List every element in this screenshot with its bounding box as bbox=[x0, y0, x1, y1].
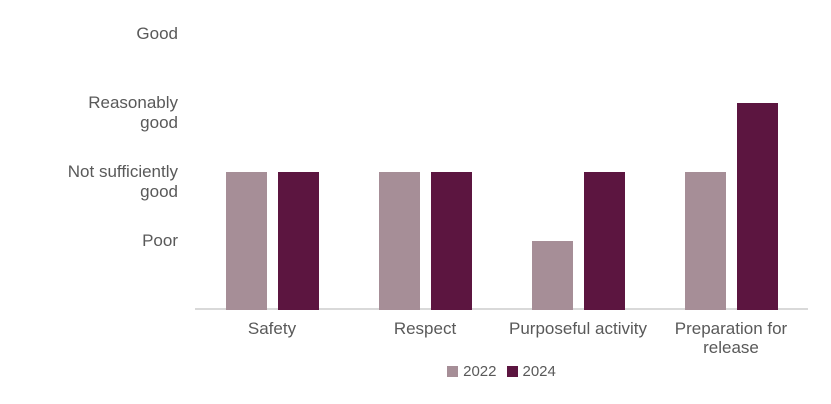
bar-2024-purposeful-activity bbox=[583, 172, 625, 310]
y-axis-label-line: Reasonably bbox=[88, 93, 178, 112]
bar-2024-preparation-for-release bbox=[736, 103, 778, 310]
y-axis-label-line: Poor bbox=[142, 231, 178, 250]
legend-swatch-icon-2024 bbox=[506, 366, 518, 377]
x-axis-label-line: Preparation for bbox=[674, 319, 788, 338]
x-axis-label-line: release bbox=[703, 338, 759, 357]
bar-2022-respect bbox=[378, 172, 420, 310]
y-axis-label-poor: Poor bbox=[142, 231, 178, 251]
y-axis-label-line: good bbox=[140, 113, 178, 132]
bar-2022-preparation-for-release bbox=[684, 172, 726, 310]
legend-swatch-icon-2022 bbox=[447, 366, 459, 377]
x-axis-label-line: Safety bbox=[247, 319, 297, 338]
x-axis-label-line: Purposeful activity bbox=[509, 319, 647, 338]
legend: 2022 2024 bbox=[195, 363, 808, 380]
y-axis-label-line: Not sufficiently bbox=[67, 162, 178, 181]
y-axis-label-not-sufficiently-good: Not sufficiently good bbox=[68, 162, 178, 202]
bar-2024-respect bbox=[430, 172, 472, 310]
y-axis-label-line: good bbox=[140, 182, 178, 201]
x-axis-label-respect: Respect bbox=[345, 319, 505, 338]
bar-2022-purposeful-activity bbox=[531, 241, 573, 310]
y-axis-label-good: Good bbox=[136, 24, 178, 44]
bar-2022-safety bbox=[225, 172, 267, 310]
bar-2024-safety bbox=[277, 172, 319, 310]
x-axis-label-line: Respect bbox=[393, 319, 457, 338]
legend-label-2024: 2024 bbox=[522, 363, 556, 380]
x-axis-label-purposeful-activity: Purposeful activity bbox=[498, 319, 658, 338]
x-axis-line bbox=[195, 308, 808, 310]
legend-item-2024: 2024 bbox=[506, 363, 556, 380]
legend-item-2022: 2022 bbox=[447, 363, 497, 380]
x-axis-label-preparation-for-release: Preparation for release bbox=[651, 319, 811, 357]
y-axis-label-line: Good bbox=[136, 24, 178, 43]
y-axis-label-reasonably-good: Reasonably good bbox=[88, 93, 178, 133]
legend-label-2022: 2022 bbox=[463, 363, 497, 380]
x-axis-label-safety: Safety bbox=[192, 319, 352, 338]
